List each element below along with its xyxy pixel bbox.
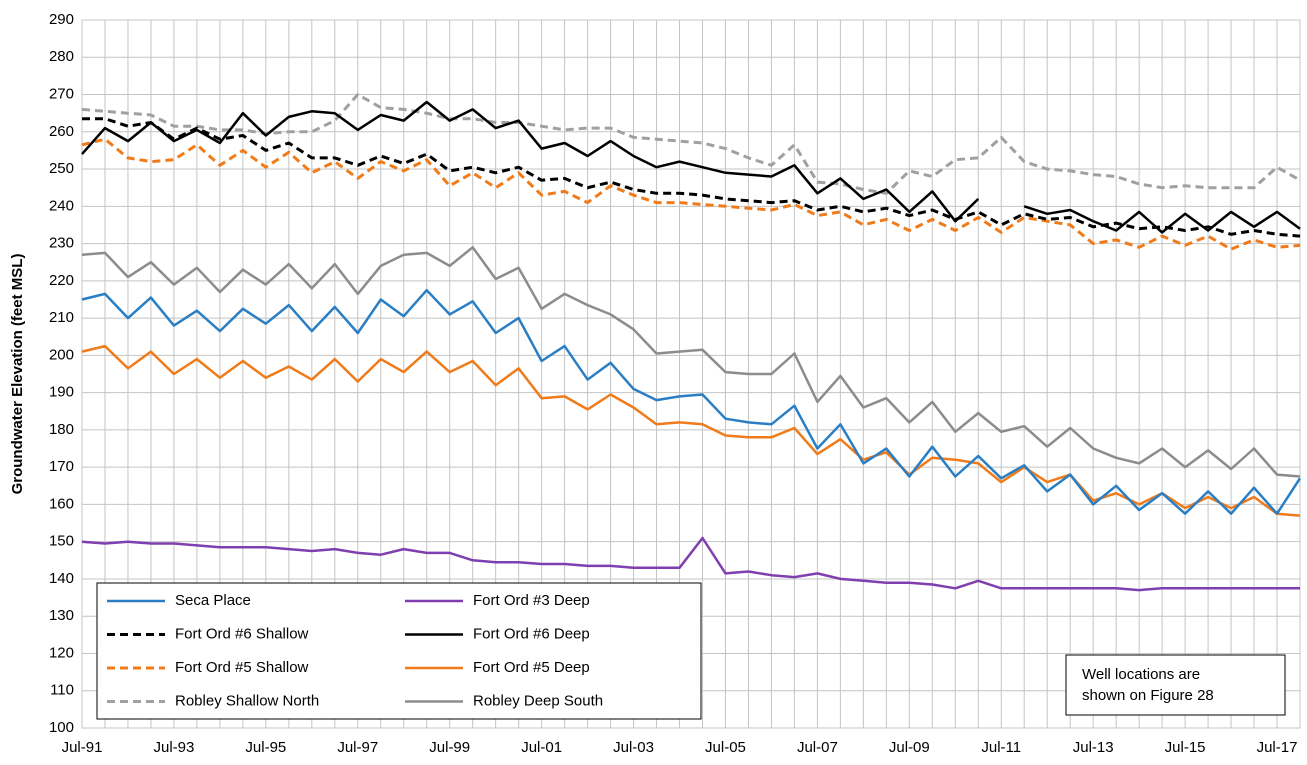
annotation-text: Well locations are	[1082, 666, 1200, 683]
x-tick-label: Jul-95	[245, 739, 286, 756]
legend-label: Fort Ord #5 Shallow	[175, 659, 309, 676]
legend-label: Fort Ord #5 Deep	[473, 659, 590, 676]
y-tick-label: 170	[49, 458, 74, 475]
y-tick-label: 260	[49, 123, 74, 140]
series-line	[81, 344, 1301, 517]
annotation-box	[1065, 654, 1286, 716]
y-tick-label: 250	[49, 160, 74, 177]
legend-label: Robley Shallow North	[175, 692, 319, 709]
series-line	[81, 288, 1302, 515]
y-tick-label: 130	[49, 607, 74, 624]
x-tick-label: Jul-97	[337, 739, 378, 756]
x-tick-label: Jul-93	[153, 739, 194, 756]
y-tick-label: 230	[49, 235, 74, 252]
y-tick-label: 150	[49, 533, 74, 550]
y-tick-label: 290	[49, 11, 74, 28]
x-tick-label: Jul-17	[1257, 739, 1298, 756]
x-tick-label: Jul-03	[613, 739, 654, 756]
x-tick-label: Jul-09	[889, 739, 930, 756]
x-tick-label: Jul-91	[62, 739, 103, 756]
y-tick-label: 160	[49, 495, 74, 512]
x-tick-label: Jul-01	[521, 739, 562, 756]
legend-label: Fort Ord #3 Deep	[473, 592, 590, 609]
y-axis-title: Groundwater Elevation (feet MSL)	[9, 254, 26, 495]
x-tick-label: Jul-99	[429, 739, 470, 756]
y-tick-label: 200	[49, 346, 74, 363]
y-tick-label: 120	[49, 644, 74, 661]
y-tick-label: 280	[49, 48, 74, 65]
legend-label: Seca Place	[175, 592, 251, 609]
series-line	[81, 246, 1301, 478]
x-tick-label: Jul-05	[705, 739, 746, 756]
y-tick-label: 110	[50, 682, 74, 699]
y-tick-label: 240	[49, 197, 74, 214]
y-tick-label: 190	[49, 384, 74, 401]
series-line	[82, 117, 1301, 238]
legend-label: Fort Ord #6 Shallow	[175, 625, 309, 642]
legend-label: Robley Deep South	[473, 692, 603, 709]
x-tick-label: Jul-11	[981, 739, 1021, 756]
series-line	[81, 536, 1300, 592]
legend-label: Fort Ord #6 Deep	[473, 625, 590, 642]
series-line	[81, 100, 1301, 234]
y-tick-label: 100	[49, 719, 74, 736]
y-tick-label: 180	[49, 421, 74, 438]
x-tick-label: Jul-07	[797, 739, 838, 756]
legend	[96, 582, 702, 720]
y-tick-label: 140	[49, 570, 74, 587]
x-tick-label: Jul-15	[1165, 739, 1206, 756]
y-tick-label: 210	[49, 309, 74, 326]
series-line	[81, 137, 1301, 251]
series-line	[81, 93, 1301, 195]
y-tick-label: 220	[49, 272, 74, 289]
x-tick-label: Jul-13	[1073, 739, 1114, 756]
annotation-text: shown on Figure 28	[1082, 687, 1214, 704]
y-tick-label: 270	[49, 85, 74, 102]
